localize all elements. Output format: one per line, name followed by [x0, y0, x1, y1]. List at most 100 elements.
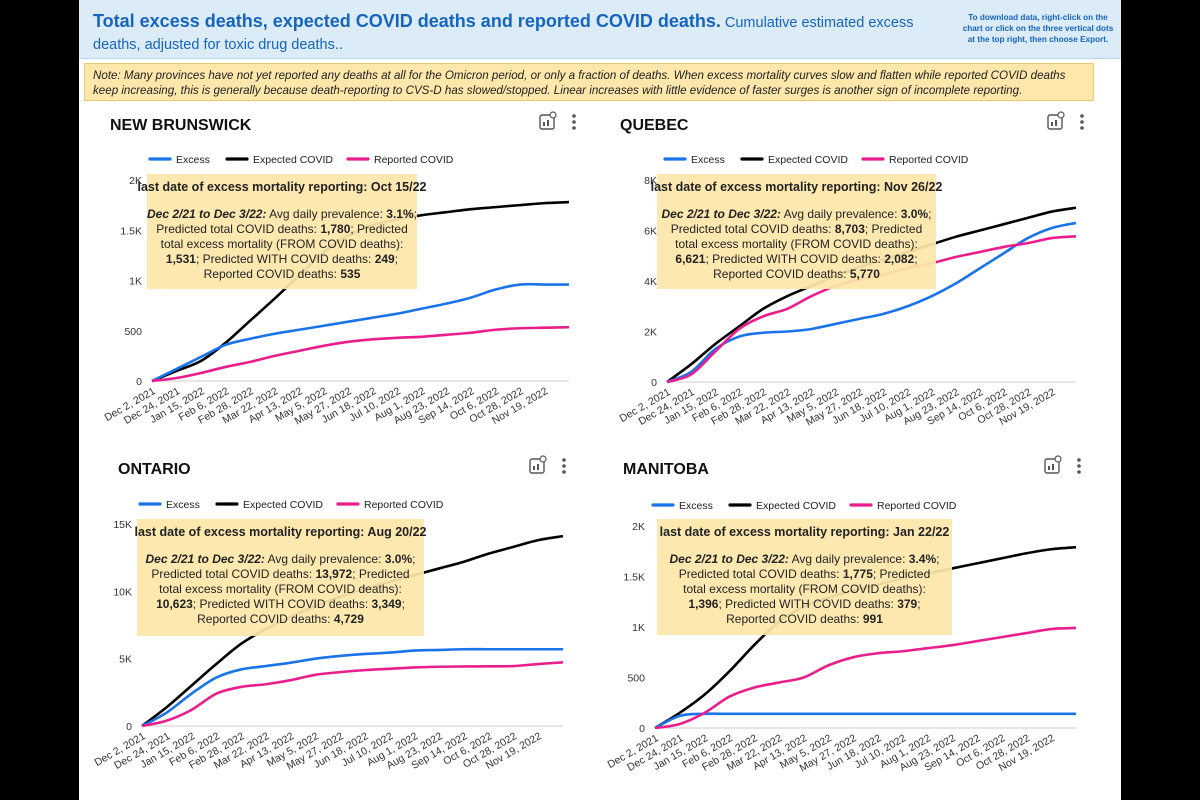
- y-tick-label: 8K: [644, 175, 657, 187]
- info-excess-label: total excess mortality (FROM COVID death…: [159, 582, 402, 596]
- page-title: Total excess deaths, expected COVID deat…: [93, 10, 933, 56]
- y-tick-label: 1K: [632, 622, 645, 634]
- legend-label: Expected COVID: [756, 500, 836, 512]
- info-predicted-total: Predicted total COVID deaths: 1,775; Pre…: [679, 567, 931, 581]
- series-line-reported-covid[interactable]: [151, 325, 570, 383]
- legend-label: Excess: [166, 499, 200, 511]
- y-tick-label: 2K: [129, 175, 142, 187]
- legend-label: Excess: [176, 154, 210, 166]
- more-vertical-icon[interactable]: [562, 458, 566, 474]
- info-reported: Reported COVID deaths: 4,729: [197, 612, 364, 626]
- chart-title: QUEBEC: [620, 117, 689, 134]
- legend-label: Excess: [691, 154, 725, 166]
- info-box-bg: [147, 174, 417, 289]
- y-tick-label: 500: [124, 326, 142, 338]
- y-tick-label: 4K: [644, 276, 657, 288]
- y-tick-label: 1.5K: [623, 572, 645, 584]
- y-tick-label: 500: [627, 673, 645, 685]
- y-tick-label: 2K: [644, 327, 657, 339]
- legend-item-expected-covid[interactable]: Expected COVID: [225, 154, 333, 166]
- series-line-excess[interactable]: [151, 282, 569, 383]
- info-predicted-total: Predicted total COVID deaths: 1,780; Pre…: [156, 222, 408, 236]
- info-box-bg: [137, 519, 424, 636]
- info-excess-with: 1,531; Predicted WITH COVID deaths: 249;: [166, 252, 398, 266]
- legend-item-expected-covid[interactable]: Expected COVID: [740, 154, 848, 166]
- legend-item-expected-covid[interactable]: Expected COVID: [728, 500, 836, 512]
- y-tick-label: 2K: [632, 521, 645, 533]
- info-reporting-date: last date of excess mortality reporting:…: [135, 525, 427, 539]
- y-tick-label: 0: [639, 723, 645, 735]
- series-line-reported-covid[interactable]: [141, 661, 564, 728]
- legend-item-excess[interactable]: Excess: [138, 499, 200, 511]
- info-reporting-date: last date of excess mortality reporting:…: [138, 180, 427, 194]
- info-excess-with: 1,396; Predicted WITH COVID deaths: 379;: [688, 597, 920, 611]
- info-reported: Reported COVID deaths: 535: [204, 267, 361, 281]
- chart-title: MANITOBA: [623, 461, 709, 478]
- y-tick-label: 1.5K: [120, 225, 142, 237]
- chart-insights-icon[interactable]: [539, 111, 557, 130]
- info-prevalence: Dec 2/21 to Dec 3/22: Avg daily prevalen…: [146, 552, 416, 566]
- legend-label: Expected COVID: [253, 154, 333, 166]
- series-line-reported-covid[interactable]: [654, 626, 1077, 730]
- legend-label: Excess: [679, 500, 713, 512]
- legend-label: Reported COVID: [889, 154, 969, 166]
- info-prevalence: Dec 2/21 to Dec 3/22: Avg daily prevalen…: [670, 552, 940, 566]
- info-prevalence: Dec 2/21 to Dec 3/22: Avg daily prevalen…: [662, 207, 932, 221]
- y-tick-label: 6K: [644, 226, 657, 238]
- series-line-excess[interactable]: [666, 221, 1077, 384]
- info-reporting-date: last date of excess mortality reporting:…: [651, 180, 943, 194]
- info-excess-label: total excess mortality (FROM COVID death…: [675, 237, 918, 251]
- legend-item-reported-covid[interactable]: Reported COVID: [849, 500, 957, 512]
- page-title-main: Total excess deaths, expected COVID deat…: [93, 11, 721, 31]
- series-line-excess[interactable]: [654, 712, 1076, 730]
- info-box: last date of excess mortality reporting:…: [651, 174, 943, 289]
- info-excess-label: total excess mortality (FROM COVID death…: [161, 237, 404, 251]
- info-box-bg: [657, 519, 952, 635]
- chart-title: ONTARIO: [118, 461, 191, 478]
- y-tick-label: 1K: [129, 276, 142, 288]
- info-excess-with: 6,621; Predicted WITH COVID deaths: 2,08…: [675, 252, 917, 266]
- info-box: last date of excess mortality reporting:…: [657, 519, 952, 635]
- y-tick-label: 0: [126, 721, 132, 733]
- y-tick-label: 10K: [113, 586, 132, 598]
- legend-label: Reported COVID: [374, 154, 454, 166]
- more-vertical-icon[interactable]: [572, 114, 576, 130]
- legend-item-reported-covid[interactable]: Reported COVID: [346, 154, 454, 166]
- info-prevalence: Dec 2/21 to Dec 3/22: Avg daily prevalen…: [147, 207, 417, 221]
- y-tick-label: 0: [651, 377, 657, 389]
- info-box-bg: [657, 174, 936, 289]
- info-reported: Reported COVID deaths: 5,770: [713, 267, 880, 281]
- legend-item-reported-covid[interactable]: Reported COVID: [336, 499, 444, 511]
- chart-insights-icon[interactable]: [529, 455, 547, 474]
- info-excess-with: 10,623; Predicted WITH COVID deaths: 3,3…: [156, 597, 405, 611]
- legend-item-excess[interactable]: Excess: [651, 500, 713, 512]
- legend-item-excess[interactable]: Excess: [663, 154, 725, 166]
- header-bar: Total excess deaths, expected COVID deat…: [79, 0, 1121, 59]
- info-reported: Reported COVID deaths: 991: [726, 612, 883, 626]
- chart-insights-icon[interactable]: [1044, 455, 1062, 474]
- more-vertical-icon[interactable]: [1080, 114, 1084, 130]
- y-tick-label: 5K: [119, 654, 132, 666]
- info-reporting-date: last date of excess mortality reporting:…: [660, 525, 950, 539]
- info-excess-label: total excess mortality (FROM COVID death…: [683, 582, 926, 596]
- page-subtitle: Cumulative estimated excess deaths, adju…: [93, 15, 914, 53]
- y-tick-label: 15K: [113, 519, 132, 531]
- more-vertical-icon[interactable]: [1077, 458, 1081, 474]
- info-box: last date of excess mortality reporting:…: [138, 174, 427, 289]
- legend-item-expected-covid[interactable]: Expected COVID: [215, 499, 323, 511]
- info-box: last date of excess mortality reporting:…: [135, 519, 427, 636]
- series-line-excess[interactable]: [141, 647, 563, 728]
- legend-item-reported-covid[interactable]: Reported COVID: [861, 154, 969, 166]
- legend-label: Reported COVID: [877, 500, 957, 512]
- legend-label: Expected COVID: [243, 499, 323, 511]
- note-banner: Note: Many provinces have not yet report…: [84, 63, 1094, 101]
- legend-item-excess[interactable]: Excess: [148, 154, 210, 166]
- y-tick-label: 0: [136, 376, 142, 388]
- chart-title: NEW BRUNSWICK: [110, 117, 252, 134]
- chart-insights-icon[interactable]: [1047, 111, 1065, 130]
- legend-label: Expected COVID: [768, 154, 848, 166]
